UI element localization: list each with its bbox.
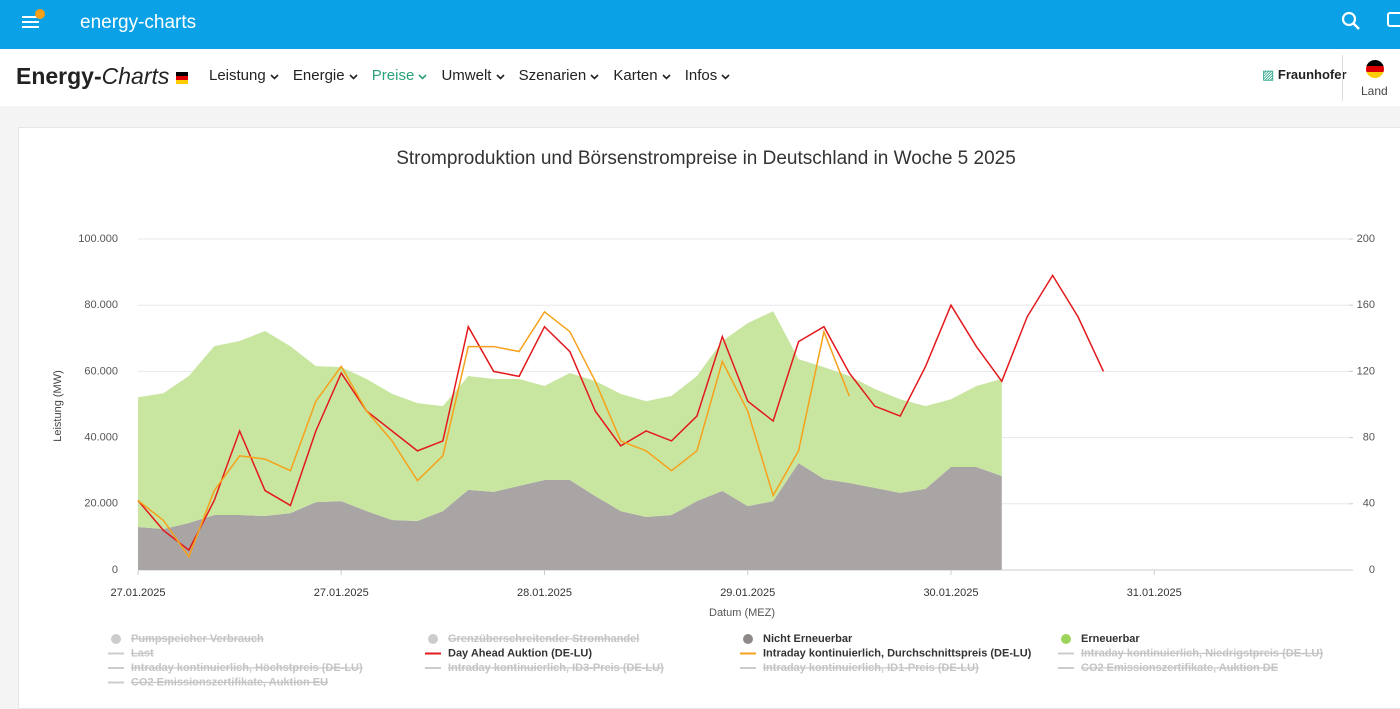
x-tick-label: 28.01.2025 bbox=[517, 587, 572, 599]
legend-item[interactable]: Last bbox=[108, 647, 154, 659]
x-tick-label: 27.01.2025 bbox=[314, 587, 369, 599]
x-tick-label: 31.01.2025 bbox=[1127, 587, 1182, 599]
legend-label: CO2 Emissionszertifikate, Auktion DE bbox=[1081, 662, 1278, 674]
y2-tick-label: 80 bbox=[1363, 432, 1375, 444]
menu-icon[interactable] bbox=[20, 8, 50, 38]
legend-item[interactable]: CO2 Emissionszertifikate, Auktion EU bbox=[108, 676, 328, 688]
y2-tick-label: 40 bbox=[1363, 498, 1375, 510]
chevron bbox=[721, 74, 731, 80]
menu-item[interactable]: Szenarien bbox=[519, 67, 600, 84]
y-tick-label: 40.000 bbox=[84, 432, 118, 444]
legend-item[interactable]: Intraday kontinuierlich, ID1-Preis (DE-L… bbox=[740, 662, 979, 674]
line bbox=[137, 310, 851, 559]
legend-label: Last bbox=[131, 647, 154, 659]
partner-logo[interactable]: ▨ Fraunhofer bbox=[1262, 67, 1347, 82]
chevron bbox=[270, 74, 279, 80]
logo[interactable]: Energy-Charts bbox=[16, 63, 188, 90]
legend-item[interactable]: Intraday kontinuierlich, Niedrigstpreis … bbox=[1058, 647, 1323, 659]
y2-tick-label: 160 bbox=[1357, 299, 1375, 311]
y-tick-label: 0 bbox=[112, 564, 118, 576]
menu-item[interactable]: Energie bbox=[293, 67, 358, 84]
x-tick-label: 27.01.2025 bbox=[110, 587, 165, 599]
menu-item[interactable]: Leistung bbox=[209, 67, 279, 84]
menu-item[interactable]: Infos bbox=[685, 67, 731, 84]
y2-tick-label: 0 bbox=[1369, 564, 1375, 576]
x-tick-label: 29.01.2025 bbox=[720, 587, 775, 599]
logo-main: Energy- bbox=[16, 63, 102, 89]
legend-label: Intraday kontinuierlich, Durchschnittspr… bbox=[763, 647, 1032, 659]
legend-label: Day Ahead Auktion (DE-LU) bbox=[448, 647, 592, 659]
legend-label: Grenzüberschreitender Stromhandel bbox=[448, 633, 639, 645]
logo-italic: Charts bbox=[101, 63, 170, 89]
search-icon[interactable] bbox=[1340, 10, 1364, 34]
legend-label: Intraday kontinuierlich, Höchstpreis (DE… bbox=[131, 662, 363, 674]
y-tick-label: 100.000 bbox=[78, 233, 118, 245]
legend-label: Intraday kontinuierlich, Niedrigstpreis … bbox=[1081, 647, 1323, 659]
chevron bbox=[496, 74, 505, 80]
chart: Stromproduktion und Börsenstrompreise in… bbox=[52, 148, 1375, 688]
x-tick-label: 30.01.2025 bbox=[923, 587, 978, 599]
legend-item[interactable]: Pumpspeicher Verbrauch bbox=[111, 633, 264, 645]
legend-marker bbox=[743, 634, 753, 644]
legend-item[interactable]: Grenzüberschreitender Stromhandel bbox=[428, 633, 639, 645]
legend-marker bbox=[428, 634, 438, 644]
y-tick-label: 20.000 bbox=[84, 498, 118, 510]
y-tick-label: 80.000 bbox=[84, 299, 118, 311]
app-title: energy-charts bbox=[80, 12, 197, 33]
chevron bbox=[590, 74, 599, 80]
legend-item[interactable]: Erneuerbar bbox=[1061, 633, 1140, 645]
legend-marker bbox=[111, 634, 121, 644]
country-label: Land bbox=[1361, 84, 1388, 98]
legend-label: Nicht Erneuerbar bbox=[763, 633, 853, 645]
y2-tick-label: 120 bbox=[1357, 365, 1375, 377]
legend-label: CO2 Emissionszertifikate, Auktion EU bbox=[131, 676, 328, 688]
legend-label: Erneuerbar bbox=[1081, 633, 1140, 645]
flag-icon bbox=[175, 72, 188, 84]
legend-item[interactable]: Intraday kontinuierlich, ID3-Preis (DE-L… bbox=[425, 662, 664, 674]
legend-item[interactable]: CO2 Emissionszertifikate, Auktion DE bbox=[1058, 662, 1278, 674]
country-flag[interactable] bbox=[1365, 59, 1385, 79]
y-tick-label: 60.000 bbox=[84, 365, 118, 377]
chevron bbox=[662, 74, 671, 80]
menu-item[interactable]: Preise bbox=[372, 67, 428, 84]
feedback-icon[interactable] bbox=[1386, 10, 1400, 34]
top-bar: energy-charts bbox=[0, 0, 1400, 49]
chevron bbox=[349, 74, 358, 80]
menu-item[interactable]: Umwelt bbox=[441, 67, 505, 84]
line bbox=[137, 273, 1105, 552]
legend-label: Pumpspeicher Verbrauch bbox=[131, 633, 264, 645]
nav-bar: Energy-Charts Leistung Energie Preise Um… bbox=[0, 49, 1400, 106]
area bbox=[138, 463, 1002, 570]
legend-item[interactable]: Nicht Erneuerbar bbox=[743, 633, 853, 645]
legend-label: Intraday kontinuierlich, ID1-Preis (DE-L… bbox=[763, 662, 979, 674]
legend-label: Intraday kontinuierlich, ID3-Preis (DE-L… bbox=[448, 662, 664, 674]
partner-name: Fraunhofer bbox=[1277, 67, 1347, 82]
y2-tick-label: 200 bbox=[1357, 233, 1375, 245]
legend-item[interactable]: Intraday kontinuierlich, Durchschnittspr… bbox=[740, 647, 1032, 659]
chart-title: Stromproduktion und Börsenstrompreise in… bbox=[396, 148, 1016, 169]
menu-item[interactable]: Karten bbox=[613, 67, 671, 84]
y-axis-label: Leistung (MW) bbox=[52, 370, 64, 442]
chevron bbox=[418, 74, 428, 80]
legend-marker bbox=[1061, 634, 1071, 644]
menu: Leistung Energie Preise Umwelt Szenarien… bbox=[209, 67, 731, 84]
legend-item[interactable]: Intraday kontinuierlich, Höchstpreis (DE… bbox=[108, 662, 363, 674]
divider bbox=[1342, 55, 1343, 101]
chart-card: Stromproduktion und Börsenstrompreise in… bbox=[18, 127, 1400, 709]
x-axis-label: Datum (MEZ) bbox=[709, 607, 775, 619]
legend-item[interactable]: Day Ahead Auktion (DE-LU) bbox=[425, 647, 592, 659]
